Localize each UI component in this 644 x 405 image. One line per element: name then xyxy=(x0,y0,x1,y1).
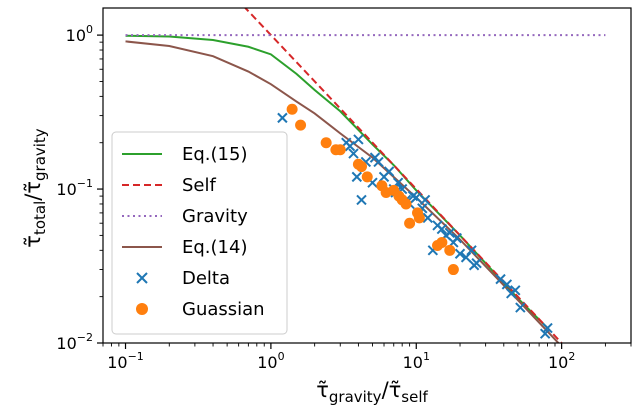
point-guassian xyxy=(413,212,425,224)
point-delta xyxy=(348,148,359,159)
point-guassian xyxy=(320,137,332,149)
legend-swatches xyxy=(122,153,162,315)
x-axis-label-sub-2: self xyxy=(401,388,428,405)
legend-swatch-delta xyxy=(136,272,148,284)
point-delta xyxy=(454,248,466,259)
point-delta xyxy=(419,194,431,206)
point-guassian xyxy=(400,198,412,210)
x-tick-label: 102 xyxy=(548,350,575,372)
legend-label-guassian: Guassian xyxy=(182,299,265,320)
point-delta xyxy=(501,279,513,290)
point-delta xyxy=(373,156,384,168)
point-delta xyxy=(351,171,363,183)
x-tick-label: 100 xyxy=(257,350,284,372)
y-tick-label: 100 xyxy=(66,23,93,45)
y-tick-label: 10−1 xyxy=(56,177,93,199)
x-axis-label-sub-1: gravity xyxy=(329,388,382,405)
point-delta xyxy=(542,322,553,334)
point-delta xyxy=(460,252,472,263)
y-axis-label-sub-2: gravity xyxy=(31,128,49,181)
point-guassian xyxy=(355,161,367,173)
point-guassian xyxy=(404,217,416,229)
point-guassian xyxy=(361,171,373,183)
point-delta xyxy=(277,112,288,124)
legend-label-self: Self xyxy=(182,175,217,196)
point-delta xyxy=(436,223,448,235)
y-axis-label: τ̃total/τ̃gravity xyxy=(21,128,49,247)
plot-markers xyxy=(277,103,553,339)
x-axis-label: τ̃gravity/τ̃self xyxy=(316,378,428,405)
point-guassian xyxy=(295,119,307,131)
y-axis-label-sub-1: total xyxy=(31,201,49,235)
y-axis-ticks: 10−2 10−1 100 xyxy=(56,23,103,353)
point-delta xyxy=(353,134,364,145)
point-delta xyxy=(471,257,482,269)
point-delta xyxy=(451,232,462,244)
point-guassian xyxy=(334,144,346,156)
legend-box xyxy=(111,131,288,335)
point-guassian xyxy=(286,103,298,115)
y-axis-label-mid: /τ̃ xyxy=(21,181,45,201)
point-delta xyxy=(466,245,477,256)
series-line-eq15 xyxy=(125,34,549,329)
point-delta xyxy=(510,285,521,296)
series-line-eq14 xyxy=(125,40,560,343)
legend-swatch-guassian xyxy=(136,303,148,315)
point-delta xyxy=(539,328,551,339)
point-guassian xyxy=(436,236,448,248)
point-delta xyxy=(344,140,356,152)
x-axis-label-mid: /τ̃ xyxy=(382,378,402,402)
point-delta xyxy=(515,302,526,313)
legend-label-delta: Delta xyxy=(182,268,230,289)
x-tick-label: 101 xyxy=(403,350,430,372)
x-axis-label-main-1: τ̃ xyxy=(316,378,329,402)
point-guassian xyxy=(447,264,459,276)
point-delta xyxy=(411,192,422,203)
point-delta xyxy=(422,212,433,224)
legend: Eq.(15) Self Gravity Eq.(14) Delta Guass… xyxy=(111,131,288,335)
point-guassian xyxy=(444,244,456,256)
x-tick-label: 10−1 xyxy=(107,350,144,372)
plot-frame xyxy=(102,7,632,344)
point-delta xyxy=(356,194,367,206)
legend-label-gravity: Gravity xyxy=(182,206,248,227)
y-tick-label: 10−2 xyxy=(56,331,93,353)
point-delta xyxy=(444,227,455,238)
x-axis-ticks: 10−1 100 101 102 xyxy=(102,343,632,372)
legend-label-eq15: Eq.(15) xyxy=(182,144,247,165)
point-delta xyxy=(383,166,395,177)
y-axis-label-main-1: τ̃ xyxy=(21,235,45,248)
legend-label-eq14: Eq.(14) xyxy=(182,237,247,258)
